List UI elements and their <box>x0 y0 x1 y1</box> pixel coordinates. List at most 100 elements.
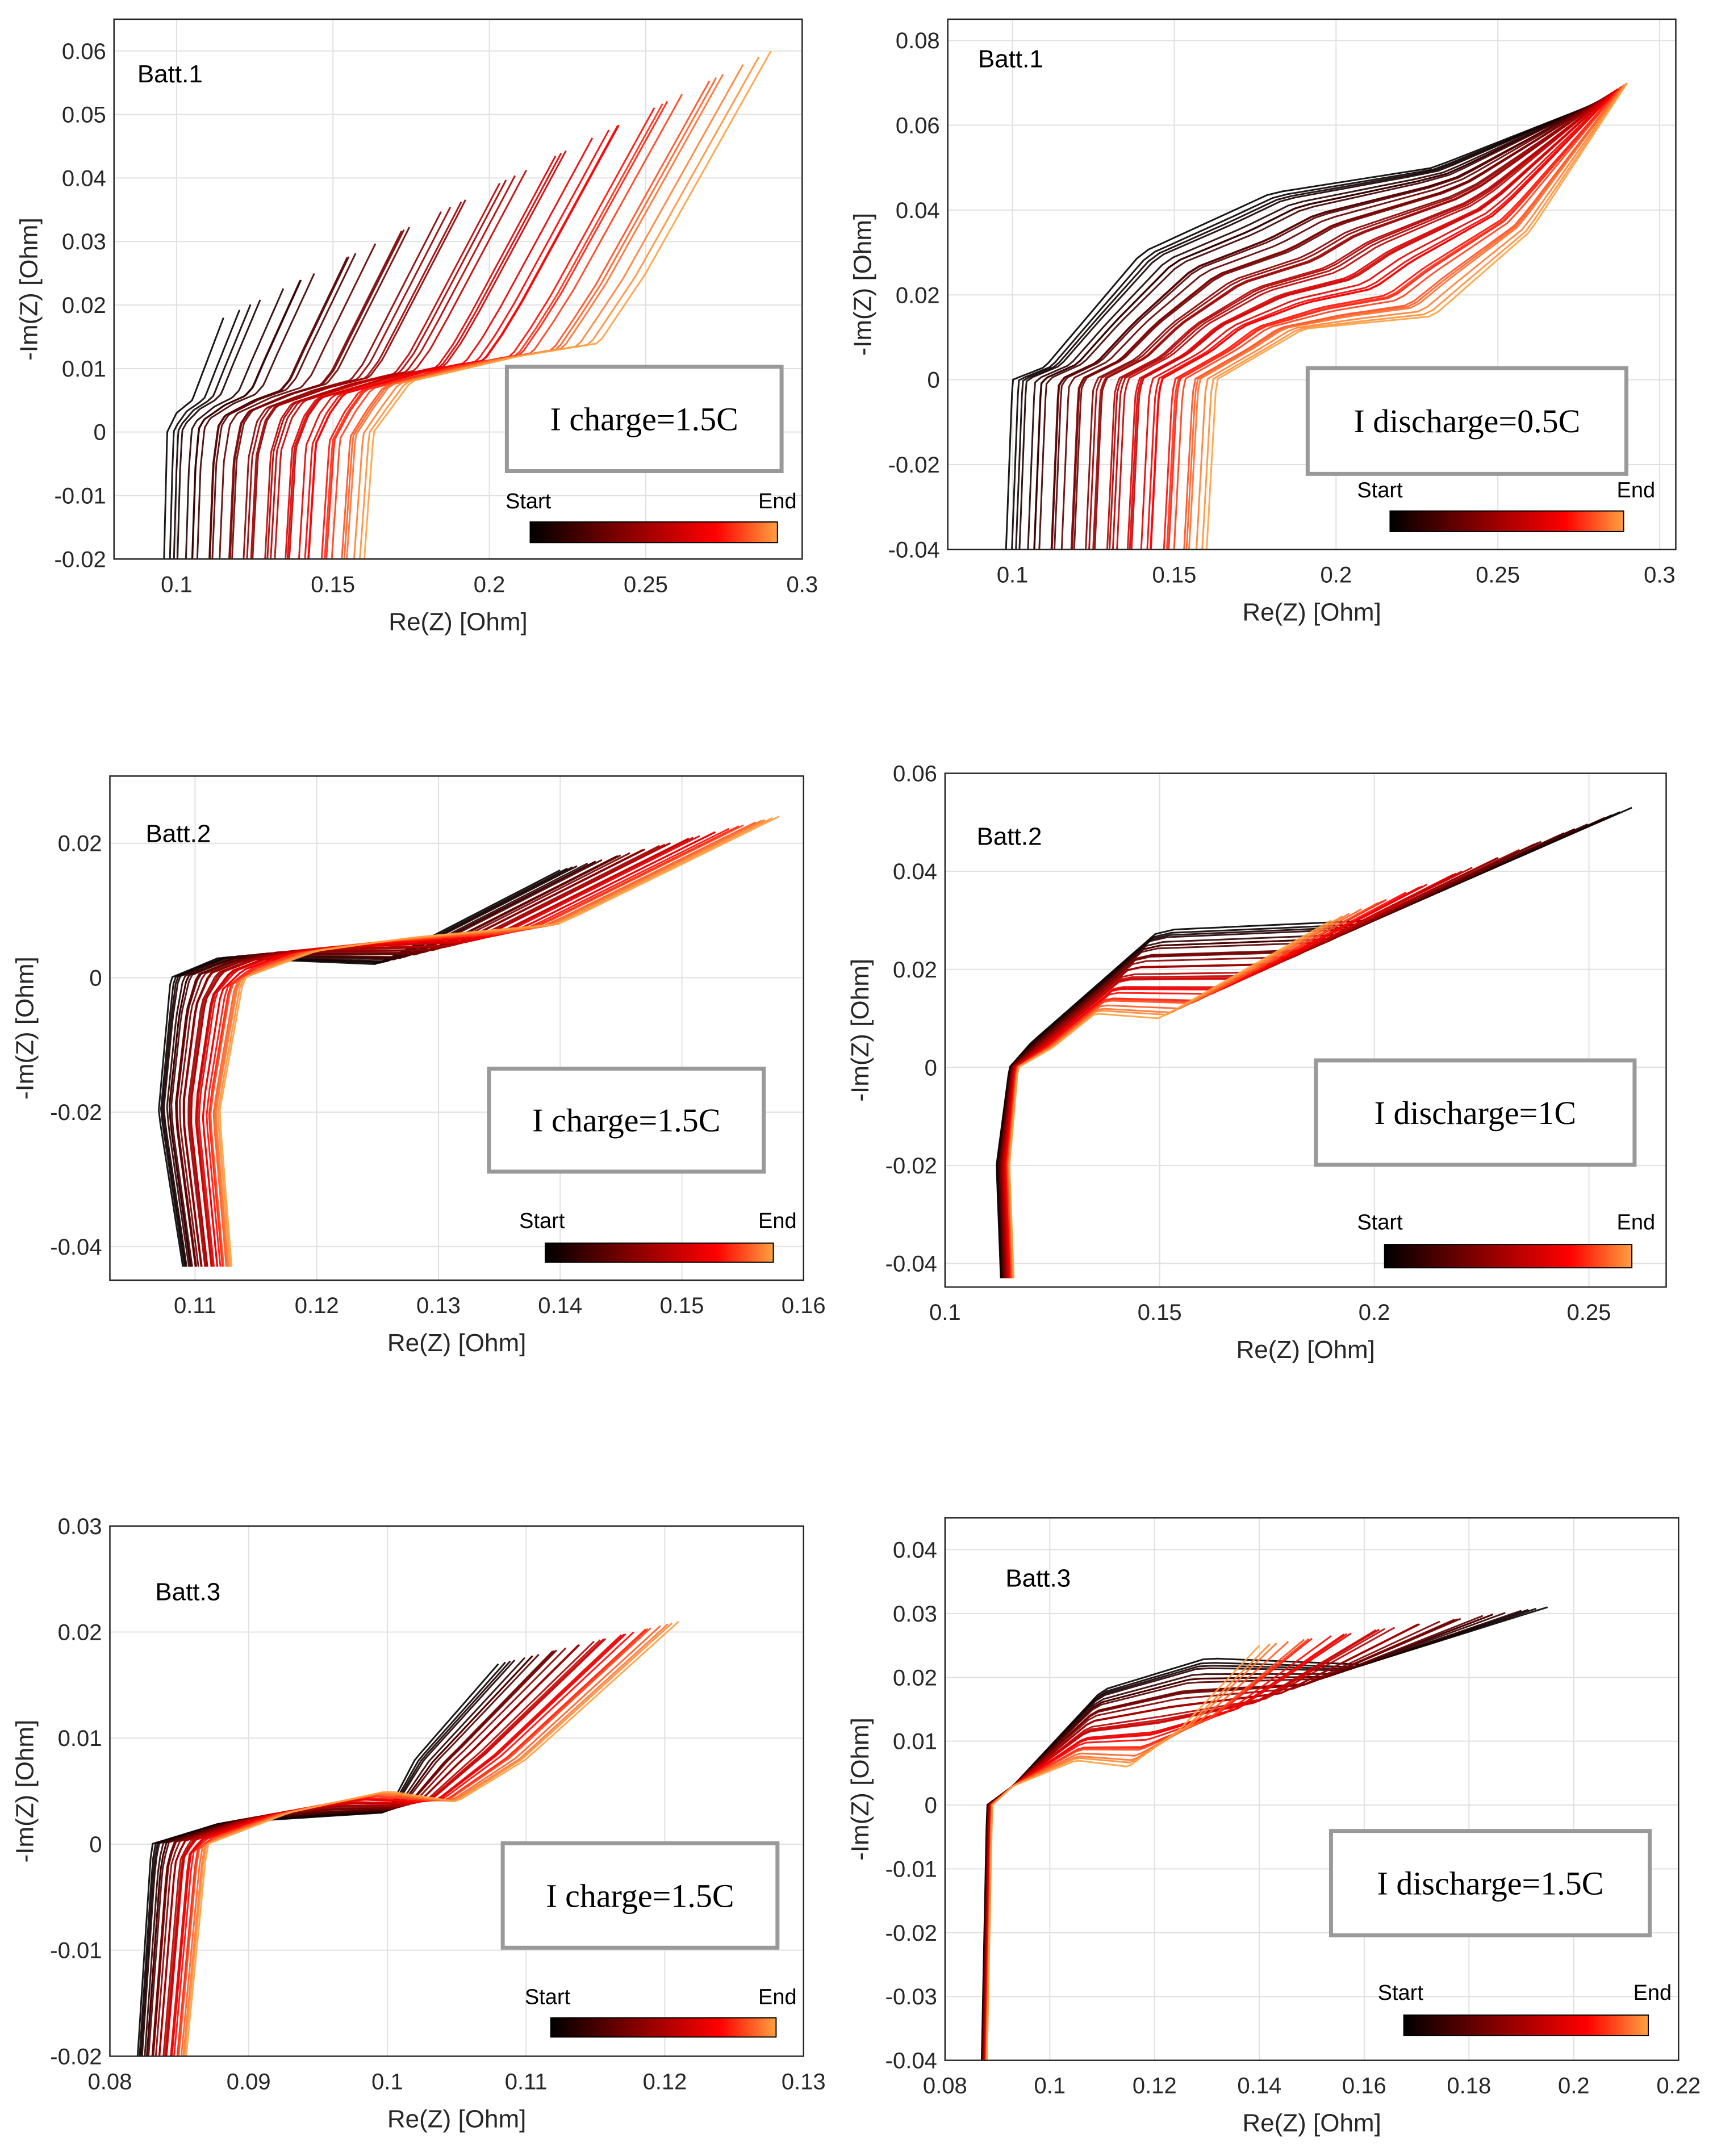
impedance-curve-29 <box>1146 88 1619 550</box>
x-tick-label: 0.14 <box>538 1293 582 1318</box>
x-tick-label: 0.12 <box>295 1293 339 1318</box>
impedance-curve-11 <box>1051 98 1603 550</box>
impedance-curve-40 <box>363 51 772 559</box>
y-tick-label: -0.01 <box>55 483 106 508</box>
impedance-curve-11 <box>152 1650 555 2057</box>
x-tick-label: 0.14 <box>1237 2074 1281 2099</box>
chart-panel-1: 0.1 0.15 0.2 0.25 0.3 -0.02 -0.01 0 0.01 0.02 0.03… <box>15 18 818 636</box>
y-tick-label: -0.04 <box>885 2049 937 2074</box>
impedance-curve-1 <box>163 317 224 559</box>
x-tick-label: 0.08 <box>923 2074 967 2099</box>
impedance-curve-3 <box>1015 102 1597 550</box>
impedance-curve-2 <box>1011 102 1597 550</box>
impedance-curve-8 <box>196 273 315 559</box>
x-axis-label: Re(Z) [Ohm] <box>1242 598 1381 626</box>
impedance-curve-19 <box>250 201 462 559</box>
impedance-curve-18 <box>1088 94 1609 550</box>
y-tick-label: 0 <box>925 1793 937 1818</box>
x-tick-label: 0.1 <box>371 2069 403 2094</box>
y-tick-label: 0.01 <box>62 357 106 382</box>
y-tick-label: -0.04 <box>50 1235 102 1260</box>
y-axis-label: -Im(Z) [Ohm] <box>11 956 39 1100</box>
chart-panel-4: 0.1 0.15 0.2 0.25 -0.04 -0.02 0 0.02 0.04 0.06 Re(… <box>846 762 1667 1364</box>
impedance-curve-2 <box>169 310 241 559</box>
y-tick-label: 0 <box>89 966 102 991</box>
impedance-curve-38 <box>1196 83 1627 550</box>
impedance-curve-3 <box>173 304 252 559</box>
chart-panel-6: 0.08 0.1 0.12 0.14 0.16 0.18 0.2 0.22 -0.04 -0.03… <box>846 1517 1701 2137</box>
colorbar-end-label: End <box>758 1985 797 2009</box>
y-tick-label: 0.02 <box>896 283 940 308</box>
y-axis-label: -Im(Z) [Ohm] <box>849 213 877 356</box>
colorbar-start-label: Start <box>1378 1981 1424 2005</box>
curve-group <box>1005 82 1628 550</box>
impedance-curve-11 <box>209 256 350 559</box>
y-tick-label: -0.04 <box>885 1252 937 1277</box>
y-tick-label: 0.03 <box>58 1514 102 1539</box>
chart-panel-3: 0.11 0.12 0.13 0.14 0.15 0.16 -0.04 -0.02 0 0.02 R… <box>11 775 826 1357</box>
x-tick-label: 0.3 <box>1644 562 1676 587</box>
axes-frame <box>944 1517 1680 2061</box>
colorbar <box>529 521 778 544</box>
x-tick-label: 0.15 <box>311 572 355 597</box>
impedance-curve-7 <box>1033 100 1600 550</box>
colorbar-start-label: Start <box>525 1985 571 2009</box>
x-tick-label: 0.2 <box>1359 1300 1390 1325</box>
x-tick-label: 0.13 <box>782 2069 826 2094</box>
y-tick-label: 0.01 <box>58 1726 102 1751</box>
y-tick-label: 0.04 <box>893 1538 937 1563</box>
y-tick-label: -0.03 <box>885 1984 937 2009</box>
colorbar-end-label: End <box>1634 1981 1672 2005</box>
impedance-curve-30 <box>1150 88 1619 550</box>
impedance-curve-16 <box>1085 95 1609 550</box>
impedance-curve-4 <box>141 1659 516 2057</box>
y-tick-label: 0.06 <box>62 39 106 64</box>
x-axis-label: Re(Z) [Ohm] <box>387 2105 526 2133</box>
battery-label: Batt.2 <box>145 820 211 847</box>
x-tick-label: 0.16 <box>782 1293 826 1318</box>
colorbar-start-label: Start <box>506 490 552 513</box>
x-tick-label: 0.25 <box>1476 562 1520 587</box>
x-tick-label: 0.12 <box>643 2069 687 2094</box>
plot-area <box>110 1526 804 2057</box>
impedance-curve-20 <box>1109 92 1612 550</box>
x-tick-label: 0.16 <box>1342 2074 1386 2099</box>
annotation-box <box>1314 1058 1637 1167</box>
curve-group <box>980 1606 1548 2061</box>
x-tick-label: 0.22 <box>1656 2074 1701 2099</box>
current-annotation: I discharge=0.5C <box>1353 403 1580 440</box>
impedance-curve-36 <box>1185 84 1625 550</box>
impedance-curve-8 <box>148 1653 540 2057</box>
impedance-curve-23 <box>1116 91 1614 550</box>
x-tick-label: 0.1 <box>161 572 193 597</box>
impedance-curve-39 <box>1201 82 1627 550</box>
y-tick-label: -0.02 <box>50 1100 102 1125</box>
battery-label: Batt.1 <box>978 45 1043 73</box>
impedance-curve-10 <box>1054 98 1603 550</box>
x-tick-label: 0.25 <box>1567 1300 1611 1325</box>
impedance-curve-30 <box>1008 920 1332 1278</box>
impedance-curve-15 <box>158 1644 580 2057</box>
curve-group <box>136 1620 679 2057</box>
current-annotation: I discharge=1.5C <box>1377 1865 1604 1902</box>
y-tick-label: 0.02 <box>893 958 937 983</box>
impedance-curve-27 <box>1140 89 1618 550</box>
colorbar-start-label: Start <box>1357 478 1403 502</box>
y-tick-label: -0.02 <box>50 2044 102 2069</box>
x-tick-label: 0.1 <box>997 562 1029 587</box>
y-axis-label: -Im(Z) [Ohm] <box>846 1718 874 1861</box>
impedance-curve-13 <box>1073 96 1607 550</box>
impedance-curve-18 <box>246 207 452 559</box>
y-axis-label: -Im(Z) [Ohm] <box>15 218 43 361</box>
y-tick-label: 0.02 <box>62 293 106 318</box>
impedance-curve-12 <box>154 1647 567 2057</box>
y-tick-label: 0.06 <box>893 762 937 787</box>
x-tick-label: 0.1 <box>929 1300 961 1325</box>
annotation-box <box>1305 366 1628 476</box>
curve-group <box>163 51 772 559</box>
colorbar-start-label: Start <box>519 1209 565 1233</box>
battery-label: Batt.1 <box>137 60 203 88</box>
impedance-curve-23 <box>274 169 528 559</box>
impedance-curve-19 <box>1092 94 1610 550</box>
x-tick-label: 0.15 <box>1152 562 1197 587</box>
